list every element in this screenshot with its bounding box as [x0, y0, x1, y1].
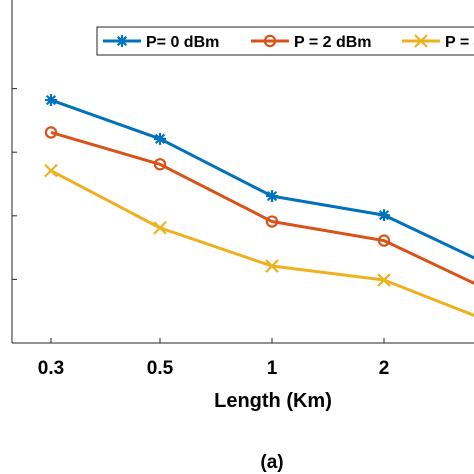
x-tick-label: 2	[379, 358, 390, 379]
x-tick-label: 0.3	[38, 358, 64, 379]
data-point	[265, 259, 279, 273]
x-axis-label: Length (Km)	[214, 390, 332, 412]
panel-label: (a)	[260, 452, 283, 473]
legend-label: P= 0 dBm	[146, 34, 219, 51]
x-tick-label: 0.5	[147, 358, 174, 379]
series-line	[50, 131, 474, 285]
legend-label: P = 4 dBm	[445, 34, 474, 51]
data-point	[44, 163, 58, 178]
series	[44, 126, 474, 285]
series-layer	[44, 94, 474, 317]
data-point	[154, 132, 166, 145]
data-point	[116, 35, 128, 47]
data-point	[414, 34, 428, 48]
x-tick-labels: 0.3 0.5 1 2	[38, 358, 390, 379]
legend: P= 0 dBm P = 2 dBm P = 4 dBm	[96, 26, 474, 56]
data-point	[378, 209, 390, 222]
legend-entry: P= 0 dBm	[103, 34, 219, 51]
legend-label: P = 2 dBm	[294, 34, 372, 51]
data-point	[265, 215, 279, 228]
legend-entry: P = 4 dBm	[402, 34, 474, 51]
axes	[11, 0, 474, 344]
data-point	[377, 273, 391, 287]
data-point	[266, 190, 278, 203]
legend-entry: P = 2 dBm	[251, 34, 372, 51]
data-point	[263, 34, 277, 48]
data-point	[153, 221, 167, 235]
series-line	[50, 98, 474, 260]
series	[45, 94, 474, 260]
x-tick-label: 1	[267, 358, 278, 379]
data-point	[44, 126, 58, 139]
data-point	[45, 94, 57, 107]
series	[44, 163, 474, 317]
data-point	[377, 234, 391, 247]
data-point	[153, 158, 167, 171]
